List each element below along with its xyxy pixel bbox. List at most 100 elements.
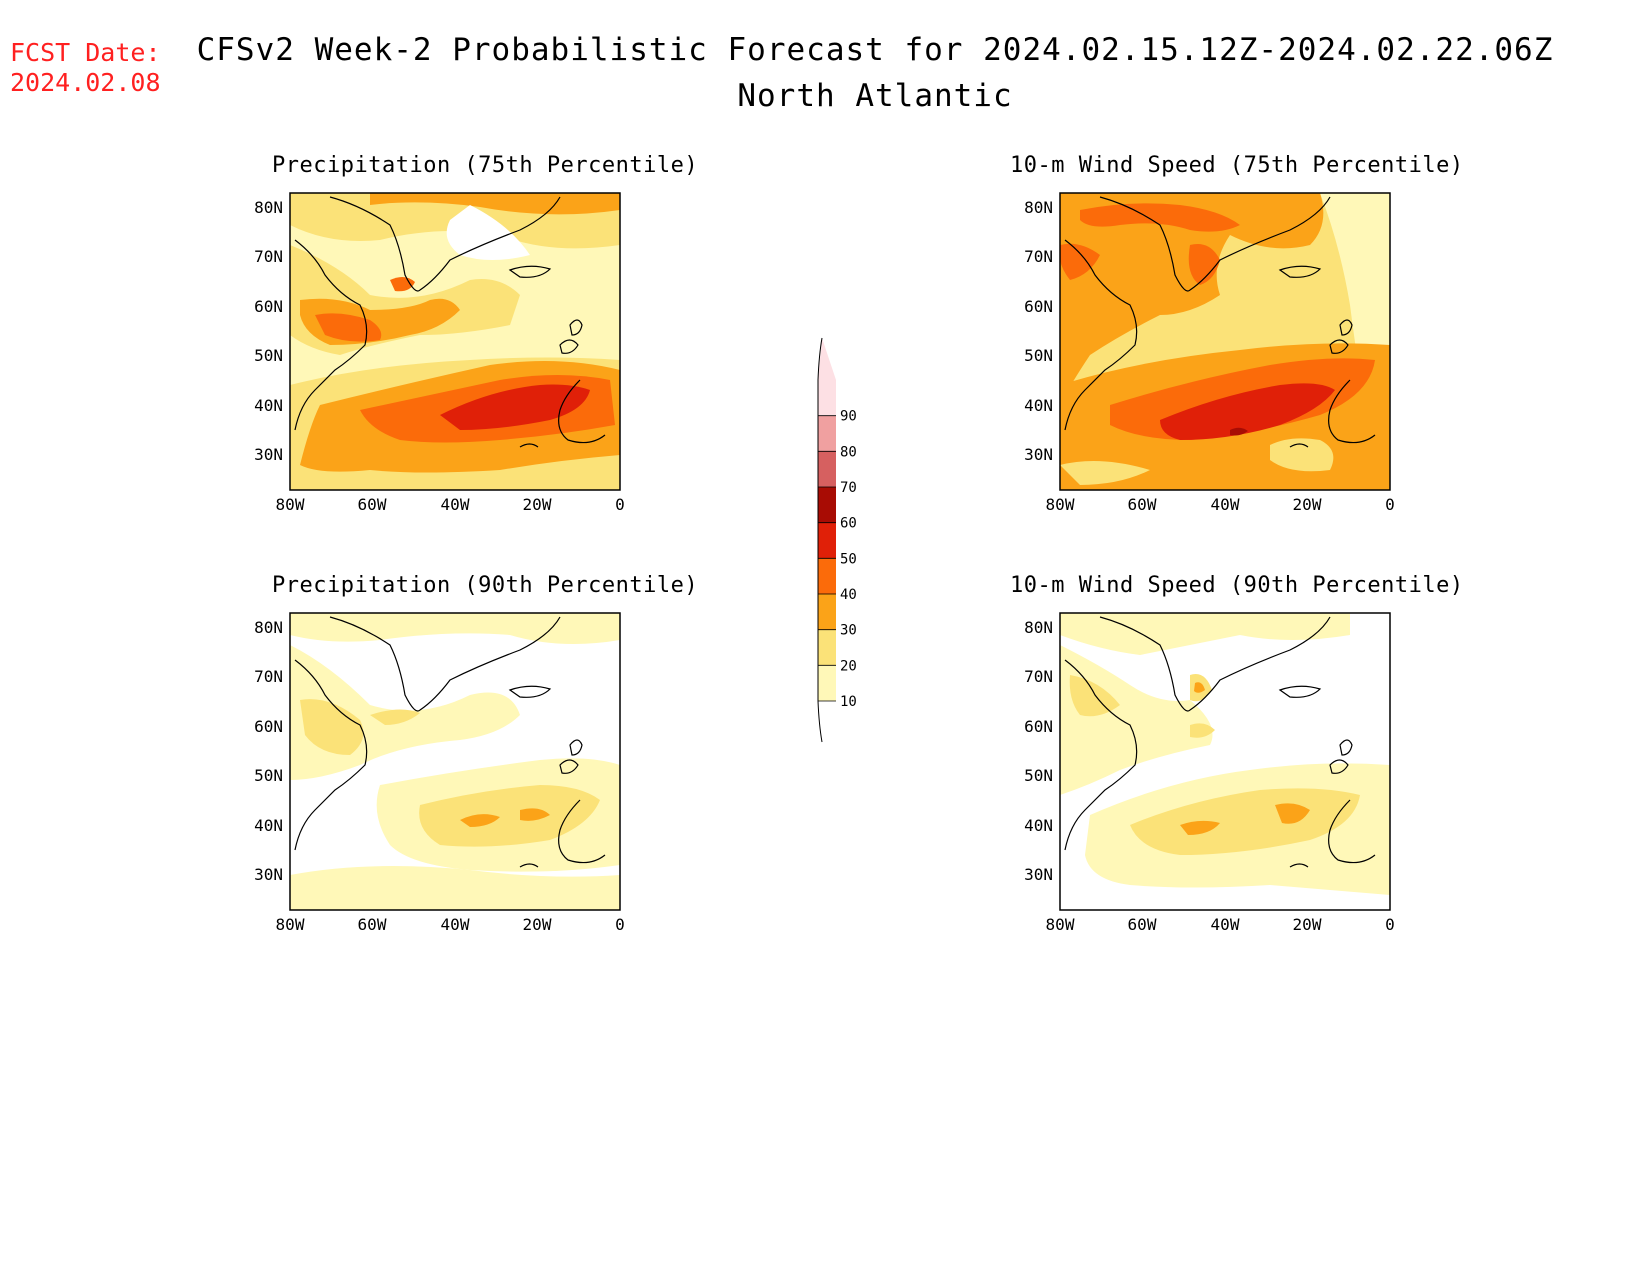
- colorbar-swatch: [818, 665, 836, 701]
- colorbar-swatch: [818, 594, 836, 630]
- colorbar-swatch: [818, 629, 836, 666]
- lat-label: 80N: [254, 618, 283, 637]
- colorbar-label: 10: [840, 694, 857, 710]
- lon-label: 20W: [523, 915, 552, 934]
- colorbar-swatch: [818, 415, 836, 452]
- lon-label: 20W: [1293, 495, 1322, 514]
- lon-axis: 80W 60W 40W 20W 0: [276, 915, 625, 934]
- region-subtitle: North Atlantic: [737, 78, 1013, 114]
- coastlines: [1064, 616, 1376, 868]
- lon-label: 80W: [1046, 915, 1075, 934]
- lon-label: 60W: [358, 495, 387, 514]
- precip-90-contours: [290, 613, 620, 910]
- wind-90-contours: [1060, 613, 1390, 910]
- colorbar-labels: 10 20 30 40 50 60 70 80 90: [818, 409, 857, 710]
- panel-title-wind-90: 10-m Wind Speed (90th Percentile): [1010, 573, 1464, 598]
- map-precip-75: 80N 70N 60N 50N 40N 30N 80W 60W 40W 20W …: [254, 192, 625, 514]
- forecast-date-value: 2024.02.08: [10, 68, 161, 97]
- lon-label: 20W: [1293, 915, 1322, 934]
- map-wind-90: 80N 70N 60N 50N 40N 30N 80W 60W 40W 20W …: [1024, 612, 1395, 934]
- lat-label: 30N: [1024, 445, 1053, 464]
- forecast-date-block: FCST Date: 2024.02.08: [10, 38, 161, 98]
- colorbar-label: 20: [840, 658, 857, 674]
- precip-75-contours: [290, 193, 620, 490]
- colorbar-swatch: [818, 522, 836, 559]
- lat-label: 80N: [1024, 198, 1053, 217]
- colorbar-swatches: [818, 380, 836, 701]
- lat-label: 30N: [254, 865, 283, 884]
- lat-label: 60N: [1024, 717, 1053, 736]
- lon-label: 40W: [441, 495, 470, 514]
- wind-75-contours: [1060, 193, 1390, 490]
- map-precip-90: 80N 70N 60N 50N 40N 30N 80W 60W 40W 20W …: [254, 612, 625, 934]
- coastlines: [294, 616, 606, 868]
- colorbar-label: 70: [840, 480, 857, 496]
- lon-label: 40W: [441, 915, 470, 934]
- colorbar: 10 20 30 40 50 60 70 80 90: [817, 337, 857, 743]
- lat-label: 40N: [1024, 396, 1053, 415]
- lat-label: 70N: [1024, 667, 1053, 686]
- colorbar-label: 50: [840, 551, 857, 567]
- lon-axis: 80W 60W 40W 20W 0: [1046, 495, 1395, 514]
- map-frame: [1059, 192, 1391, 491]
- lat-label: 70N: [254, 667, 283, 686]
- colorbar-label: 30: [840, 623, 857, 639]
- lon-label: 0: [1385, 915, 1395, 934]
- colorbar-swatch: [818, 558, 836, 594]
- panel-title-precip-90: Precipitation (90th Percentile): [272, 573, 699, 598]
- map-frame: [289, 192, 621, 491]
- lat-label: 70N: [1024, 247, 1053, 266]
- lon-label: 40W: [1211, 495, 1240, 514]
- colorbar-swatch: [818, 487, 836, 523]
- lat-label: 40N: [254, 816, 283, 835]
- lon-label: 0: [1385, 495, 1395, 514]
- lat-label: 70N: [254, 247, 283, 266]
- colorbar-swatch: [818, 380, 836, 416]
- lat-label: 60N: [1024, 297, 1053, 316]
- lon-label: 80W: [276, 915, 305, 934]
- colorbar-label: 80: [840, 444, 857, 460]
- lon-label: 0: [615, 495, 625, 514]
- lon-label: 80W: [1046, 495, 1075, 514]
- lon-label: 60W: [358, 915, 387, 934]
- map-wind-75: 80N 70N 60N 50N 40N 30N 80W 60W 40W 20W …: [1024, 192, 1395, 514]
- lon-label: 60W: [1128, 495, 1157, 514]
- lat-label: 80N: [254, 198, 283, 217]
- lat-label: 50N: [1024, 346, 1053, 365]
- colorbar-top-triangle: [818, 338, 836, 380]
- lat-label: 30N: [254, 445, 283, 464]
- colorbar-bottom-triangle: [818, 701, 836, 742]
- map-frame: [289, 612, 621, 911]
- lat-label: 40N: [1024, 816, 1053, 835]
- colorbar-label: 60: [840, 516, 857, 532]
- lon-label: 60W: [1128, 915, 1157, 934]
- colorbar-label: 90: [840, 409, 857, 425]
- lat-label: 50N: [254, 346, 283, 365]
- panel-title-precip-75: Precipitation (75th Percentile): [272, 153, 699, 178]
- coastlines: [1064, 196, 1376, 448]
- lon-label: 80W: [276, 495, 305, 514]
- lat-axis: 80N 70N 60N 50N 40N 30N: [1024, 618, 1053, 884]
- lon-label: 40W: [1211, 915, 1240, 934]
- panel-title-wind-75: 10-m Wind Speed (75th Percentile): [1010, 153, 1464, 178]
- lat-axis: 80N 70N 60N 50N 40N 30N: [1024, 198, 1053, 464]
- lat-label: 50N: [1024, 766, 1053, 785]
- lat-axis: 80N 70N 60N 50N 40N 30N: [254, 198, 283, 464]
- lat-label: 50N: [254, 766, 283, 785]
- lat-label: 60N: [254, 717, 283, 736]
- coastlines: [294, 196, 606, 448]
- map-frame: [1059, 612, 1391, 911]
- lat-label: 30N: [1024, 865, 1053, 884]
- lat-label: 60N: [254, 297, 283, 316]
- lat-axis: 80N 70N 60N 50N 40N 30N: [254, 618, 283, 884]
- lat-label: 80N: [1024, 618, 1053, 637]
- forecast-date-label: FCST Date:: [10, 38, 161, 67]
- lon-axis: 80W 60W 40W 20W 0: [1046, 915, 1395, 934]
- lon-label: 20W: [523, 495, 552, 514]
- colorbar-label: 40: [840, 587, 857, 603]
- lat-label: 40N: [254, 396, 283, 415]
- lon-axis: 80W 60W 40W 20W 0: [276, 495, 625, 514]
- lon-label: 0: [615, 915, 625, 934]
- colorbar-swatch: [818, 451, 836, 487]
- page-title: CFSv2 Week-2 Probabilistic Forecast for …: [196, 32, 1554, 68]
